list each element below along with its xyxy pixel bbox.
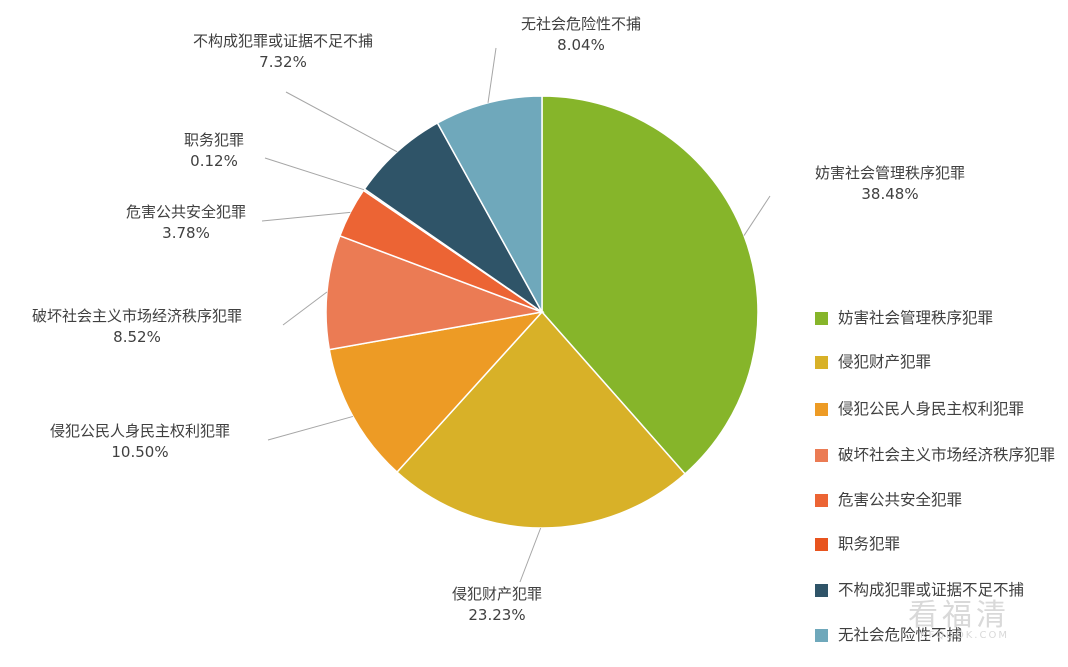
legend-item: 无社会危险性不捕 bbox=[815, 625, 1065, 645]
leader-line bbox=[285, 91, 398, 153]
pie-slices bbox=[325, 95, 759, 529]
leader-line bbox=[267, 415, 354, 441]
pie-slice bbox=[363, 121, 543, 313]
leader-line bbox=[519, 527, 542, 583]
legend-item: 妨害社会管理秩序犯罪 bbox=[815, 308, 1065, 328]
slice-value-label: 0.12% bbox=[190, 152, 238, 170]
legend-swatch bbox=[815, 356, 828, 369]
legend-swatch bbox=[815, 538, 828, 551]
watermark-main: 看福清 bbox=[908, 598, 1010, 633]
legend-label: 危害公共安全犯罪 bbox=[838, 491, 963, 509]
legend-item: 侵犯公民人身民主权利犯罪 bbox=[815, 399, 1065, 419]
slice-category-label: 职务犯罪 bbox=[184, 131, 244, 149]
slice-category-label: 不构成犯罪或证据不足不捕 bbox=[193, 32, 373, 50]
leader-lines bbox=[261, 47, 771, 583]
slice-category-label: 侵犯财产犯罪 bbox=[452, 585, 542, 603]
slice-category-label: 无社会危险性不捕 bbox=[521, 15, 641, 33]
legend-label: 侵犯公民人身民主权利犯罪 bbox=[838, 400, 1025, 418]
slice-category-label: 妨害社会管理秩序犯罪 bbox=[815, 164, 965, 182]
legend-swatch bbox=[815, 403, 828, 416]
legend-label: 无社会危险性不捕 bbox=[838, 626, 963, 644]
legend-item: 破坏社会主义市场经济秩序犯罪 bbox=[815, 445, 1065, 465]
leader-line bbox=[743, 195, 771, 236]
watermark: 看福清 KFQDOK.COM bbox=[888, 590, 1058, 650]
leader-line bbox=[261, 211, 351, 222]
slice-category-label: 危害公共安全犯罪 bbox=[126, 203, 246, 221]
legend-label: 侵犯财产犯罪 bbox=[838, 353, 932, 371]
legend-label: 职务犯罪 bbox=[838, 535, 901, 553]
slice-labels: 妨害社会管理秩序犯罪 38.48% 侵犯财产犯罪 23.23% 侵犯公民人身民主权利犯罪… bbox=[32, 15, 965, 624]
slice-value-label: 38.48% bbox=[861, 185, 918, 203]
legend-swatch bbox=[815, 494, 828, 507]
legend-swatch bbox=[815, 629, 828, 642]
leader-line bbox=[264, 157, 365, 191]
legend-item: 危害公共安全犯罪 bbox=[815, 490, 1065, 510]
pie-slice bbox=[541, 95, 759, 475]
legend-label: 不构成犯罪或证据不足不捕 bbox=[838, 581, 1025, 599]
slice-value-label: 23.23% bbox=[468, 606, 525, 624]
legend-item: 职务犯罪 bbox=[815, 534, 1065, 554]
legend-label: 妨害社会管理秩序犯罪 bbox=[838, 309, 994, 327]
pie-slice bbox=[436, 95, 543, 313]
legend-item: 不构成犯罪或证据不足不捕 bbox=[815, 580, 1065, 600]
slice-value-label: 7.32% bbox=[259, 53, 307, 71]
legend-swatch bbox=[815, 312, 828, 325]
slice-value-label: 3.78% bbox=[162, 224, 210, 242]
slice-value-label: 8.04% bbox=[557, 36, 605, 54]
legend-swatch bbox=[815, 584, 828, 597]
legend-item: 侵犯财产犯罪 bbox=[815, 352, 1065, 372]
slice-value-label: 8.52% bbox=[113, 328, 161, 346]
slice-category-label: 侵犯公民人身民主权利犯罪 bbox=[50, 422, 230, 440]
slice-category-label: 破坏社会主义市场经济秩序犯罪 bbox=[32, 307, 242, 325]
leader-line bbox=[487, 47, 497, 103]
slice-value-label: 10.50% bbox=[111, 443, 168, 461]
watermark-sub: KFQDOK.COM bbox=[920, 630, 1009, 641]
legend-swatch bbox=[815, 449, 828, 462]
legend-label: 破坏社会主义市场经济秩序犯罪 bbox=[838, 446, 1056, 464]
leader-line bbox=[282, 291, 328, 326]
